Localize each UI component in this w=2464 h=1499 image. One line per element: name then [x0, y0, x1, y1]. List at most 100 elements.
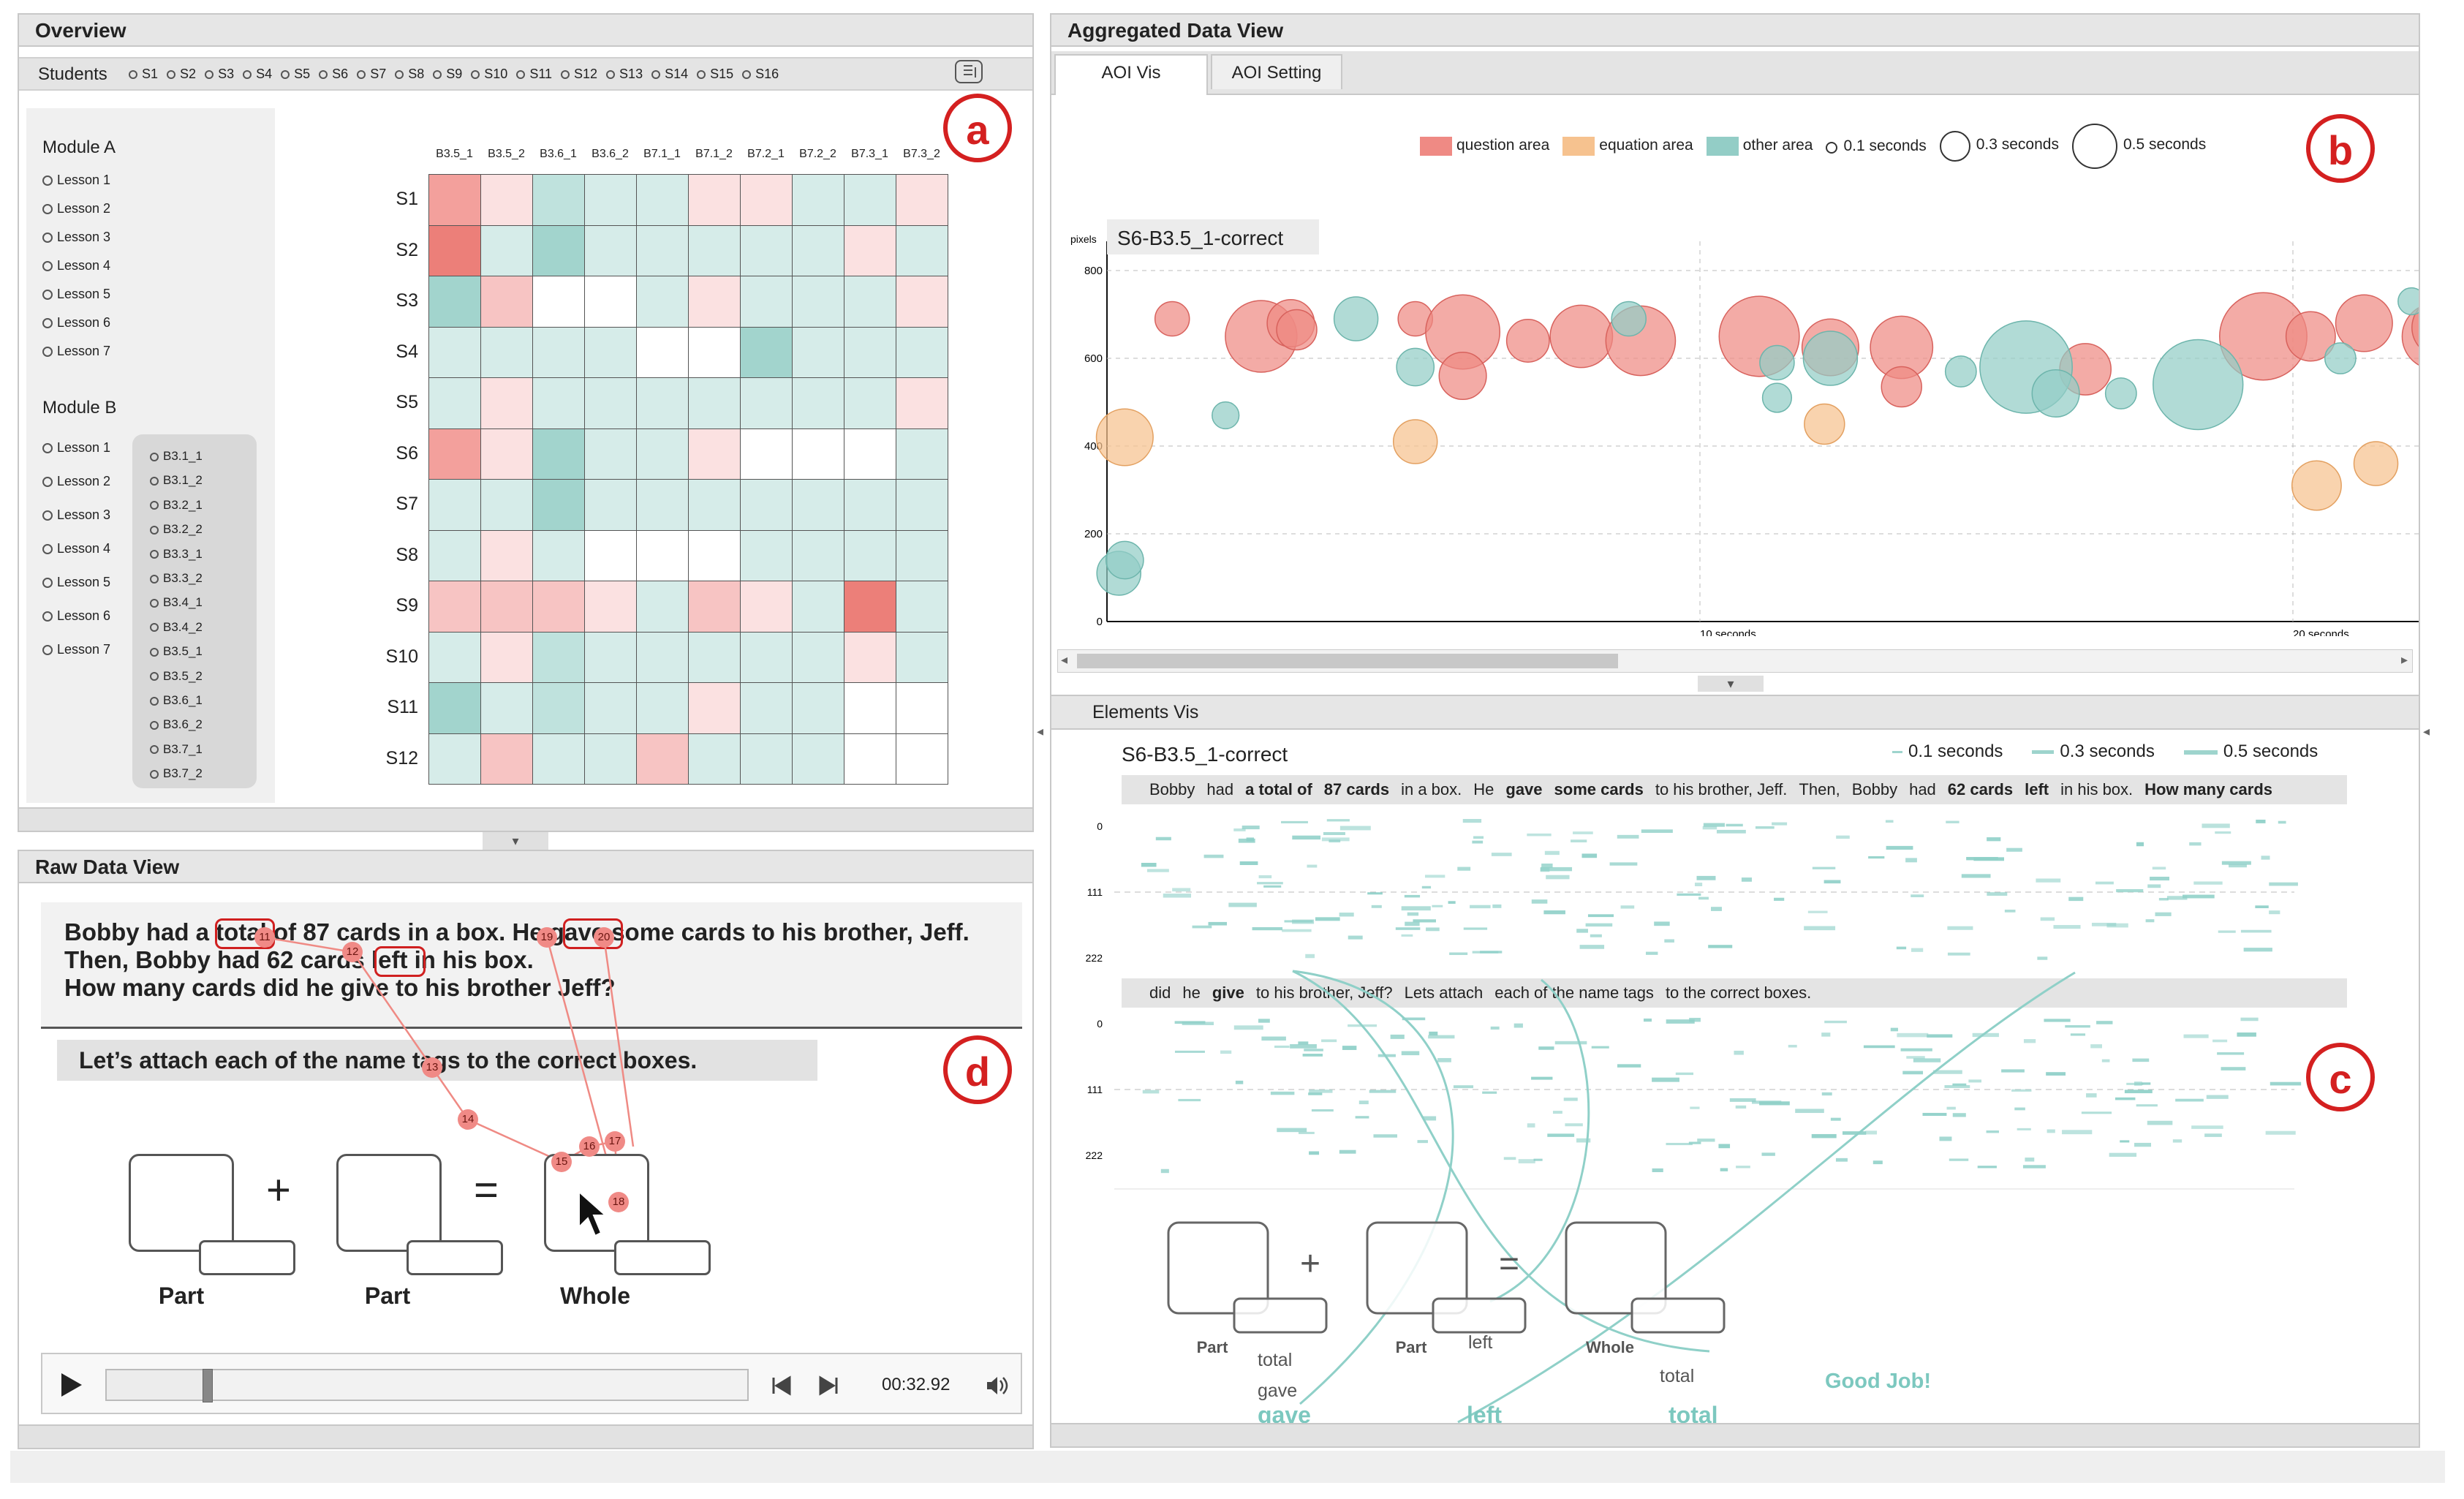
student-radio-s8[interactable]: S8	[395, 67, 424, 82]
heatmap-cell[interactable]	[740, 479, 793, 531]
fixation-marker[interactable]: 12	[342, 942, 363, 962]
bubble-other-area[interactable]	[1759, 344, 1795, 381]
heatmap-cell[interactable]	[428, 479, 481, 531]
part-tag-slot-2[interactable]	[407, 1240, 503, 1275]
heatmap-cell[interactable]	[428, 529, 481, 581]
splitter-handle[interactable]: ▾	[1698, 676, 1764, 692]
sentence-word[interactable]: 87 cards	[1323, 780, 1390, 798]
heatmap-cell[interactable]	[792, 479, 844, 531]
heatmap-cell[interactable]	[428, 377, 481, 429]
heatmap-cell[interactable]	[688, 326, 741, 378]
bubble-question-area[interactable]	[1438, 351, 1487, 401]
heatmap-cell[interactable]	[844, 682, 896, 734]
sentence-word[interactable]: 62 cards	[1947, 780, 2014, 798]
heatmap-cell[interactable]	[480, 224, 533, 276]
heatmap-cell[interactable]	[480, 326, 533, 378]
heatmap-cell[interactable]	[428, 276, 481, 328]
heatmap-cell[interactable]	[792, 631, 844, 683]
timeline-thumb[interactable]	[203, 1369, 213, 1402]
heatmap-cell[interactable]	[740, 529, 793, 581]
problem-item[interactable]: B3.1_2	[150, 473, 203, 488]
heatmap-cell[interactable]	[636, 174, 689, 226]
lesson-item[interactable]: Lesson 2	[42, 474, 110, 489]
student-radio-s12[interactable]: S12	[561, 67, 597, 82]
heatmap-cell[interactable]	[480, 428, 533, 480]
heatmap-cell[interactable]	[896, 326, 948, 378]
lesson-item[interactable]: Lesson 3	[42, 507, 110, 523]
heatmap-cell[interactable]	[636, 581, 689, 633]
heatmap-cell[interactable]	[636, 631, 689, 683]
bubble-question-area[interactable]	[2335, 294, 2393, 352]
heatmap-cell[interactable]	[792, 326, 844, 378]
sentence-word[interactable]: Lets attach	[1404, 983, 1484, 1002]
heatmap-cell[interactable]	[584, 682, 637, 734]
heatmap-cell[interactable]	[584, 326, 637, 378]
problem-item[interactable]: B3.5_1	[150, 644, 203, 659]
lesson-item[interactable]: Lesson 6	[42, 608, 110, 624]
student-radio-s6[interactable]: S6	[319, 67, 348, 82]
scroll-right-arrow[interactable]: ▸	[2400, 652, 2408, 667]
bubble-other-area[interactable]	[1761, 382, 1793, 413]
bubble-other-area[interactable]	[1212, 401, 1240, 430]
heatmap-cell[interactable]	[792, 581, 844, 633]
heatmap-cell[interactable]	[532, 682, 585, 734]
bubble-question-area[interactable]	[1276, 309, 1318, 351]
heatmap-cell[interactable]	[740, 377, 793, 429]
heatmap-cell[interactable]	[896, 479, 948, 531]
fixation-marker[interactable]: 11	[254, 927, 275, 948]
problem-item[interactable]: B3.3_2	[150, 571, 203, 586]
heatmap-cell[interactable]	[480, 377, 533, 429]
student-radio-s5[interactable]: S5	[281, 67, 310, 82]
heatmap-cell[interactable]	[792, 529, 844, 581]
sentence-word[interactable]: give	[1212, 983, 1244, 1002]
sentence-word[interactable]: a total of	[1245, 780, 1312, 798]
export-icon[interactable]	[955, 60, 983, 83]
heatmap-cell[interactable]	[532, 479, 585, 531]
problem-item[interactable]: B3.7_2	[150, 766, 203, 781]
sentence-word[interactable]: in a box.	[1401, 780, 1462, 798]
right-collapse-handle[interactable]: ◂	[2423, 724, 2430, 739]
heatmap-cell[interactable]	[688, 428, 741, 480]
lesson-item[interactable]: Lesson 1	[42, 173, 110, 188]
heatmap-cell[interactable]	[428, 682, 481, 734]
heatmap-cell[interactable]	[636, 733, 689, 785]
heatmap-cell[interactable]	[480, 276, 533, 328]
heatmap-cell[interactable]	[584, 529, 637, 581]
heatmap-cell[interactable]	[688, 581, 741, 633]
student-radio-s15[interactable]: S15	[697, 67, 733, 82]
sentence-word[interactable]: left	[2025, 780, 2049, 798]
heatmap-cell[interactable]	[636, 682, 689, 734]
heatmap-cell[interactable]	[792, 174, 844, 226]
fixation-marker[interactable]: 14	[458, 1109, 478, 1130]
fixation-marker[interactable]: 16	[579, 1136, 600, 1157]
heatmap-cell[interactable]	[688, 276, 741, 328]
heatmap-cell[interactable]	[584, 581, 637, 633]
bubble-equation-area[interactable]	[1095, 408, 1154, 467]
heatmap-cell[interactable]	[688, 529, 741, 581]
part-tag-slot-1[interactable]	[199, 1240, 295, 1275]
heatmap-cell[interactable]	[480, 733, 533, 785]
heatmap-cell[interactable]	[428, 326, 481, 378]
bubble-equation-area[interactable]	[2291, 460, 2342, 511]
lesson-item[interactable]: Lesson 2	[42, 201, 110, 216]
heatmap-cell[interactable]	[532, 428, 585, 480]
heatmap-cell[interactable]	[688, 377, 741, 429]
heatmap-cell[interactable]	[740, 581, 793, 633]
student-radio-s3[interactable]: S3	[205, 67, 234, 82]
sentence-word[interactable]: had	[1206, 780, 1234, 798]
heatmap-cell[interactable]	[844, 733, 896, 785]
sentence-word[interactable]: Bobby	[1851, 780, 1898, 798]
heatmap-cell[interactable]	[480, 682, 533, 734]
problem-item[interactable]: B3.2_2	[150, 522, 203, 537]
heatmap-cell[interactable]	[584, 631, 637, 683]
lesson-item[interactable]: Lesson 3	[42, 230, 110, 245]
fixation-marker[interactable]: 20	[594, 927, 614, 948]
heatmap-cell[interactable]	[844, 377, 896, 429]
heatmap-cell[interactable]	[844, 174, 896, 226]
bubble-other-area[interactable]	[1396, 347, 1435, 387]
heatmap-cell[interactable]	[636, 326, 689, 378]
heatmap-cell[interactable]	[740, 276, 793, 328]
part-box-2[interactable]	[336, 1154, 442, 1252]
sentence-word[interactable]: to the correct boxes.	[1665, 983, 1812, 1002]
student-radio-s7[interactable]: S7	[357, 67, 386, 82]
